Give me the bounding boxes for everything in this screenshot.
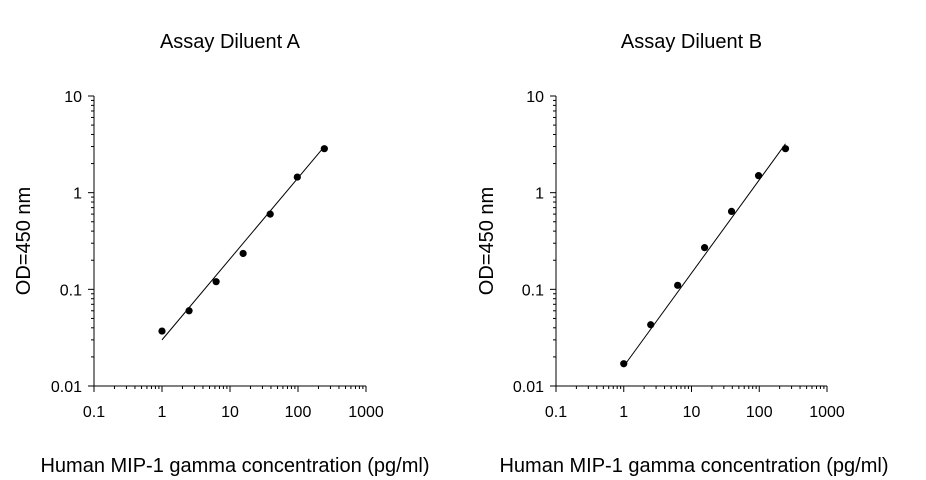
chart-title: Assay Diluent A [160, 31, 301, 53]
x-tick-label: 1000 [809, 404, 845, 421]
x-tick-label: 1 [619, 404, 628, 421]
x-axis-label: Human MIP-1 gamma concentration (pg/ml) [40, 455, 429, 477]
data-point [185, 307, 193, 315]
data-point [293, 173, 301, 181]
data-point [212, 278, 220, 286]
data-point [781, 145, 790, 153]
chart-panel-b: Assay Diluent B 0.01 0.1 1 10 0.1 1 10 100 1000 OD… [463, 0, 926, 480]
y-tick-label: 0.01 [513, 379, 544, 396]
y-tick-label: 1 [73, 186, 82, 203]
fit-line [623, 143, 786, 367]
x-tick-label: 100 [746, 404, 773, 421]
y-tick-label: 0.1 [60, 282, 82, 299]
y-tick-label: 10 [64, 89, 82, 106]
y-tick-label: 1 [535, 186, 544, 203]
y-tick-label: 10 [526, 89, 544, 106]
data-point [620, 360, 628, 368]
data-point [700, 244, 709, 252]
chart-title: Assay Diluent B [621, 31, 762, 53]
data-point [754, 172, 763, 180]
x-tick-label: 1000 [348, 404, 384, 421]
y-axis-label: OD=450 nm [476, 187, 498, 295]
data-point [320, 145, 328, 153]
data-point [158, 327, 166, 335]
x-tick-label: 0.1 [83, 404, 105, 421]
x-tick-label: 100 [285, 404, 312, 421]
data-point [647, 321, 655, 329]
x-tick-label: 10 [683, 404, 701, 421]
x-tick-label: 1 [158, 404, 167, 421]
data-point [239, 249, 247, 258]
data-point [727, 207, 736, 216]
data-point [266, 210, 274, 218]
y-tick-label: 0.01 [51, 379, 82, 396]
data-point [674, 281, 682, 289]
y-tick-label: 0.1 [522, 282, 544, 299]
x-axis-label: Human MIP-1 gamma concentration (pg/ml) [499, 455, 888, 477]
chart-panel-a: Assay Diluent A 0.01 0.1 1 10 0.1 1 10 100 1000 OD… [13, 31, 430, 477]
x-tick-label: 0.1 [545, 404, 567, 421]
y-axis-label: OD=450 nm [13, 187, 35, 295]
x-tick-label: 10 [221, 404, 239, 421]
